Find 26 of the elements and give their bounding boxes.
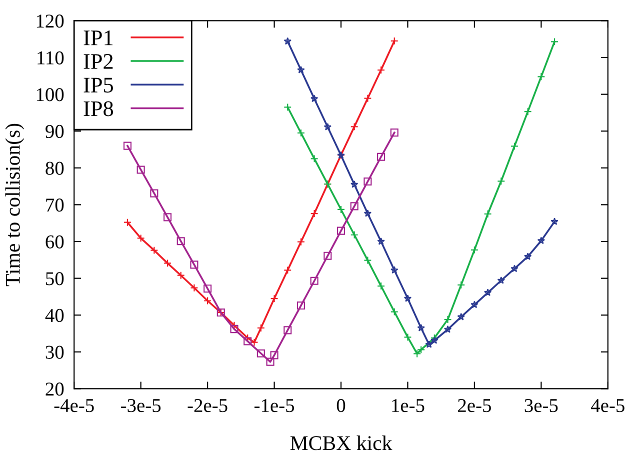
- y-tick-label: 80: [46, 162, 64, 175]
- x-tick-label: -3e-5: [121, 399, 161, 412]
- y-tick-label: 70: [46, 198, 64, 212]
- y-tick-label: 110: [38, 51, 64, 64]
- y-tick-label: 30: [46, 346, 64, 359]
- legend-label: IP8: [84, 101, 114, 116]
- y-tick-label: 90: [46, 124, 64, 138]
- y-tick-label: 60: [46, 235, 64, 248]
- x-axis-title: MCBX kick: [290, 436, 392, 450]
- x-tick-label: 0: [336, 398, 346, 412]
- y-tick-label: 100: [36, 88, 64, 102]
- x-tick-label: -2e-5: [188, 399, 228, 412]
- legend-label: IP1: [84, 30, 113, 46]
- y-tick-label: 120: [36, 14, 64, 28]
- x-tick-label: -4e-5: [54, 399, 94, 412]
- x-tick-label: 4e-5: [591, 399, 624, 412]
- legend-label: IP5: [84, 78, 113, 93]
- x-tick-label: 2e-5: [458, 399, 491, 412]
- y-axis-title: Time to collision(s): [5, 124, 24, 286]
- x-tick-label: 1e-5: [392, 399, 424, 412]
- x-tick-label: 3e-5: [524, 399, 558, 412]
- x-tick-label: -1e-5: [254, 399, 294, 412]
- y-tick-label: 50: [46, 272, 64, 286]
- legend-label: IP2: [84, 54, 113, 69]
- y-tick-label: 40: [45, 308, 64, 322]
- y-tick-label: 20: [46, 382, 64, 396]
